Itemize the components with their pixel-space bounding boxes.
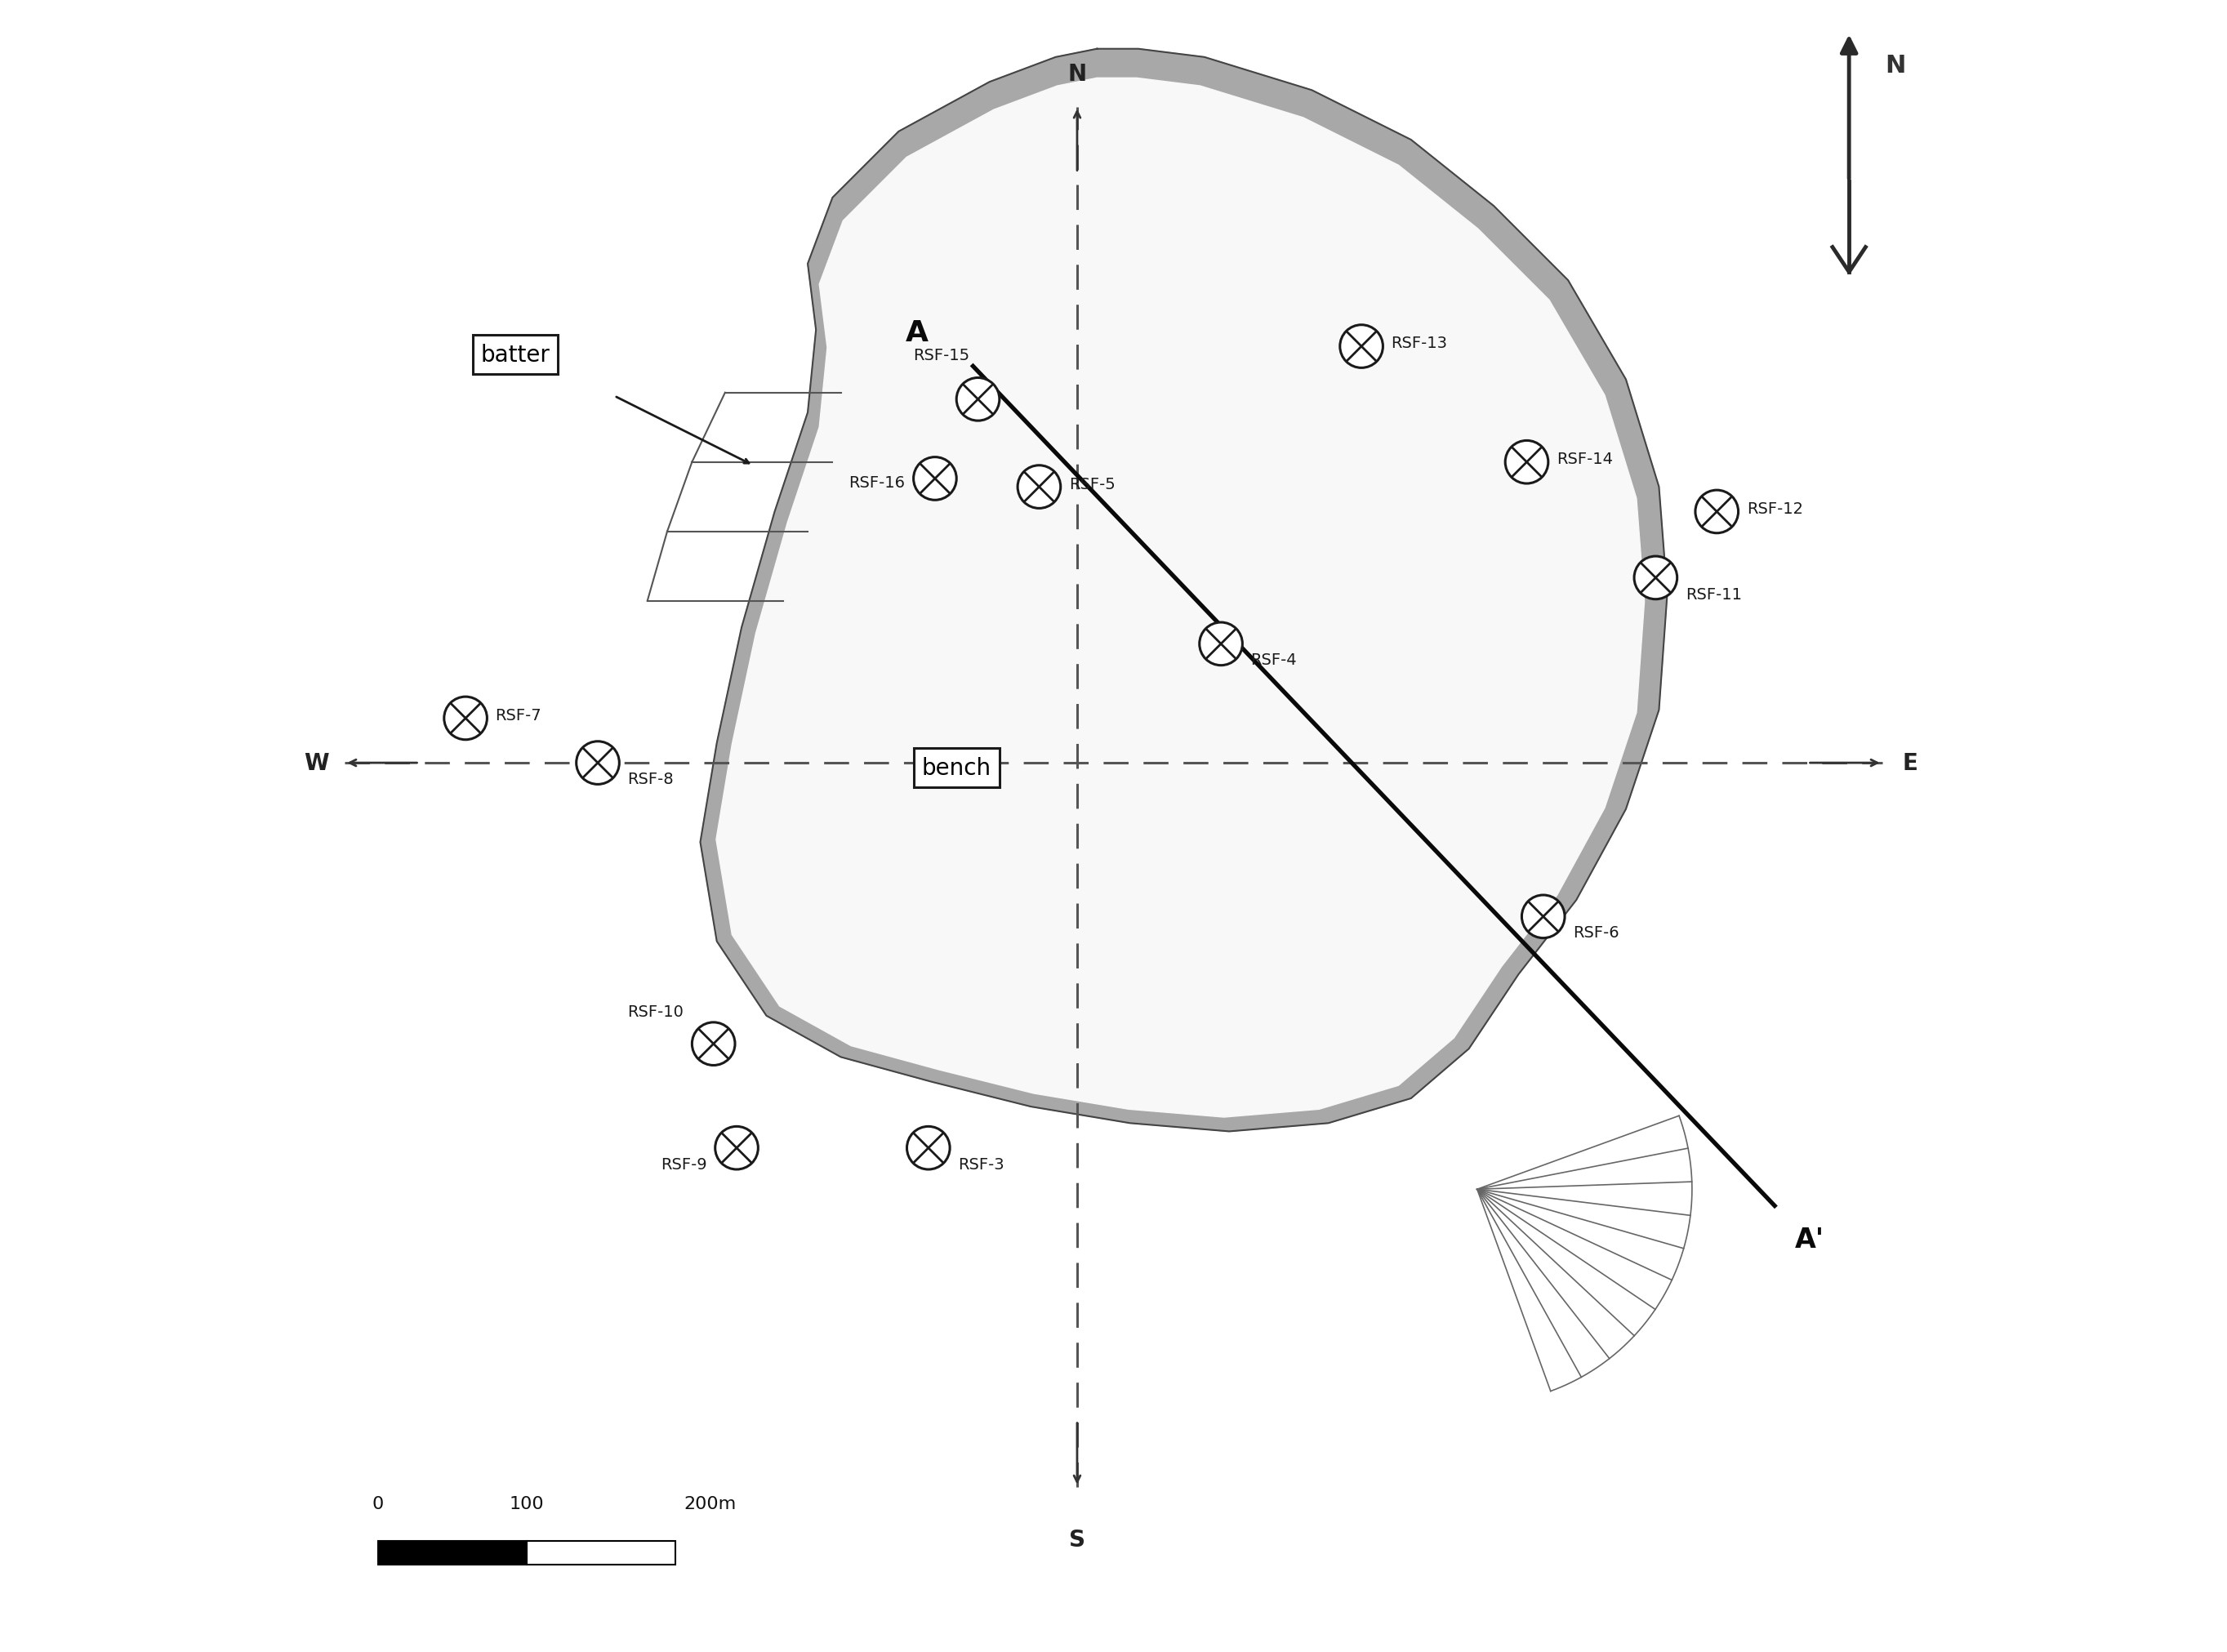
Bar	[379, 1541, 528, 1564]
Circle shape	[1505, 441, 1548, 484]
Polygon shape	[777, 190, 1557, 1062]
Text: RSF-11: RSF-11	[1686, 586, 1742, 601]
Circle shape	[1018, 466, 1060, 509]
Circle shape	[1695, 491, 1739, 534]
Text: RSF-16: RSF-16	[848, 474, 904, 491]
Polygon shape	[837, 302, 1470, 1008]
Text: RSF-7: RSF-7	[494, 707, 541, 724]
Text: RSF-3: RSF-3	[958, 1156, 1004, 1171]
Circle shape	[577, 742, 619, 785]
Polygon shape	[808, 246, 1512, 1036]
Polygon shape	[991, 582, 1249, 872]
Circle shape	[913, 458, 955, 501]
Polygon shape	[913, 441, 1361, 940]
Circle shape	[715, 1127, 757, 1170]
Polygon shape	[853, 329, 1448, 995]
Polygon shape	[793, 218, 1537, 1049]
Text: RSF-5: RSF-5	[1069, 476, 1116, 492]
Circle shape	[1200, 623, 1243, 666]
Polygon shape	[717, 79, 1644, 1117]
Polygon shape	[730, 106, 1623, 1104]
Text: RSF-4: RSF-4	[1252, 653, 1296, 667]
Polygon shape	[822, 273, 1492, 1023]
Circle shape	[1341, 325, 1383, 368]
Text: RSF-6: RSF-6	[1572, 925, 1619, 940]
Polygon shape	[884, 385, 1403, 968]
Text: RSF-8: RSF-8	[628, 771, 675, 786]
Text: batter: batter	[481, 344, 550, 367]
Circle shape	[906, 1127, 951, 1170]
Polygon shape	[1022, 638, 1205, 844]
Polygon shape	[1082, 750, 1118, 790]
Text: 0: 0	[372, 1495, 383, 1512]
Text: A: A	[906, 319, 929, 347]
Text: N: N	[1886, 55, 1906, 78]
Text: A': A'	[1795, 1226, 1824, 1252]
Polygon shape	[869, 358, 1425, 981]
Text: RSF-10: RSF-10	[628, 1004, 684, 1019]
Polygon shape	[944, 497, 1316, 914]
Polygon shape	[746, 134, 1601, 1090]
Polygon shape	[900, 415, 1381, 953]
Polygon shape	[699, 50, 1668, 1132]
Polygon shape	[929, 471, 1338, 927]
Text: 200m: 200m	[684, 1495, 737, 1512]
Text: W: W	[305, 752, 330, 775]
Text: bench: bench	[922, 757, 991, 780]
Polygon shape	[960, 525, 1294, 899]
Text: RSF-9: RSF-9	[661, 1156, 706, 1171]
Circle shape	[1521, 895, 1566, 938]
Circle shape	[693, 1023, 735, 1066]
Polygon shape	[1067, 720, 1140, 805]
Polygon shape	[1036, 664, 1185, 831]
Text: RSF-14: RSF-14	[1557, 451, 1612, 468]
Polygon shape	[762, 162, 1579, 1077]
Text: 100: 100	[510, 1495, 543, 1512]
Text: RSF-13: RSF-13	[1392, 335, 1448, 352]
Circle shape	[443, 697, 488, 740]
Polygon shape	[975, 553, 1272, 885]
Text: RSF-15: RSF-15	[913, 349, 969, 363]
Circle shape	[1635, 557, 1677, 600]
Text: E: E	[1902, 752, 1917, 775]
Polygon shape	[1004, 608, 1229, 859]
Circle shape	[955, 378, 1000, 421]
Text: N: N	[1067, 63, 1087, 86]
Polygon shape	[1051, 694, 1162, 816]
Text: S: S	[1069, 1528, 1085, 1551]
Text: RSF-12: RSF-12	[1746, 501, 1804, 517]
Bar	[528, 1541, 675, 1564]
